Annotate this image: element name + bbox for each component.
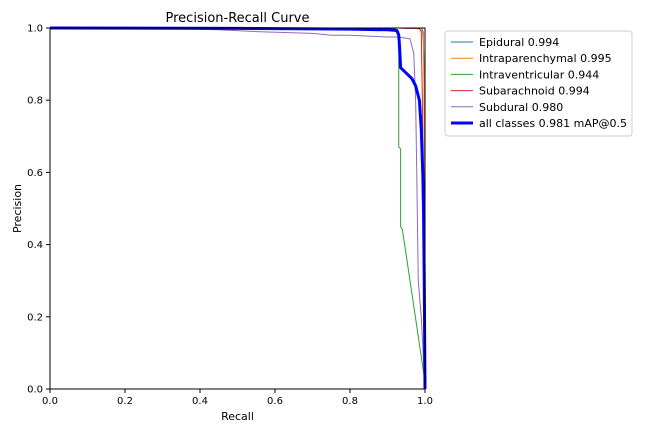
y-tick-label: 0.8 [27,96,43,107]
y-tick-label: 0.6 [27,168,43,179]
x-tick-label: 0.6 [267,396,283,407]
y-axis-ticks: 0.0 0.2 0.4 0.6 0.8 1.0 [27,24,50,396]
y-tick-label: 0.0 [27,385,43,396]
legend-items: Epidural 0.994 Intraparenchymal 0.995 Intr… [451,36,627,130]
legend-label: Intraventricular 0.944 [479,68,599,81]
series-line-1 [50,27,426,389]
legend-label: Subdural 0.980 [479,101,563,114]
legend-label: Epidural 0.994 [479,36,559,49]
x-tick-label: 0.8 [342,396,358,407]
chart-title: Precision-Recall Curve [166,11,310,26]
x-tick-label: 0.2 [117,396,133,407]
y-tick-label: 1.0 [27,24,43,35]
y-tick-label: 0.4 [27,240,43,251]
x-tick-label: 0.0 [42,396,58,407]
plot-lines [49,26,427,390]
x-tick-label: 1.0 [417,396,433,407]
legend-box [444,30,633,137]
x-tick-label: 0.4 [192,396,208,407]
y-axis-label: Precision [11,184,24,233]
legend: Epidural 0.994 Intraparenchymal 0.995 Intr… [444,30,633,137]
series-line-2 [50,27,426,389]
x-axis-label: Recall [221,410,254,423]
legend-label: all classes 0.981 mAP@0.5 [479,117,627,130]
plot-frame [49,27,426,390]
series-line-5 [49,26,427,390]
legend-label: Subarachnoid 0.994 [479,85,590,98]
series-line-3 [50,27,426,390]
legend-label: Intraparenchymal 0.995 [479,52,612,65]
x-axis-ticks: 0.0 0.2 0.4 0.6 0.8 1.0 [42,389,433,407]
y-tick-label: 0.2 [27,312,43,323]
series-line-4 [49,27,426,390]
series-line-0 [50,27,426,389]
